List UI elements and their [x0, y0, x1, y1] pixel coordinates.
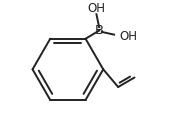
Text: OH: OH: [87, 2, 105, 15]
Text: OH: OH: [120, 30, 138, 43]
Text: B: B: [95, 24, 104, 37]
